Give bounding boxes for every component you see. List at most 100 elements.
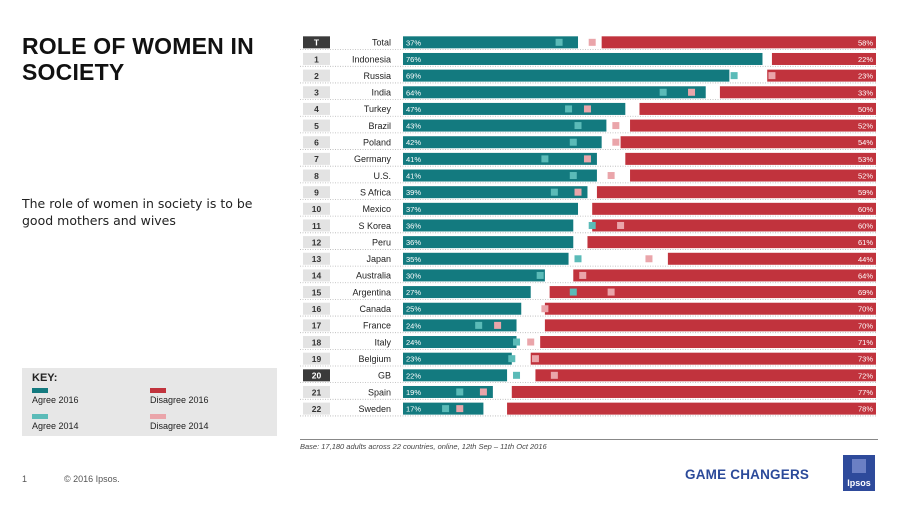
agree-2016-bar xyxy=(403,202,579,215)
agree-2016-value: 36% xyxy=(406,221,421,230)
country-label: Argentina xyxy=(352,287,391,297)
agree-2016-swatch xyxy=(32,388,48,393)
agree-2016-bar xyxy=(403,319,517,332)
agree-2014-marker xyxy=(574,122,582,130)
agree-2016-value: 24% xyxy=(406,338,421,347)
rank-box xyxy=(303,102,330,115)
logo-text: Ipsos xyxy=(847,478,871,488)
disagree-2014-marker xyxy=(456,405,464,413)
rank-box xyxy=(303,336,330,349)
agree-2016-bar xyxy=(403,52,763,65)
agree-2016-bar xyxy=(403,69,730,82)
disagree-2016-bar xyxy=(544,319,876,332)
rank-label: 5 xyxy=(314,121,319,131)
disagree-2014-marker xyxy=(617,221,625,229)
rank-label: 6 xyxy=(314,138,319,148)
key-agree-2014: Agree 2014 xyxy=(32,414,79,431)
agree-2016-value: 19% xyxy=(406,388,421,397)
bar-chart: T Total 37% 58% 1 Indonesia 76% 22% 2 Russia 69% 23… xyxy=(300,36,876,417)
rank-box xyxy=(303,152,330,165)
rank-box xyxy=(303,36,330,49)
agree-2016-bar xyxy=(403,169,597,182)
agree-2014-marker xyxy=(565,105,573,113)
disagree-2016-swatch xyxy=(150,388,166,393)
disagree-2016-bar xyxy=(592,202,876,215)
disagree-2016-bar xyxy=(511,385,876,398)
disagree-2016-value: 61% xyxy=(858,238,873,247)
game-changers-tagline: GAME CHANGERS xyxy=(685,467,810,482)
survey-question: The role of women in society is to be go… xyxy=(22,196,253,228)
rank-box xyxy=(303,319,330,332)
disagree-2014-marker xyxy=(607,288,615,296)
disagree-2016-value: 54% xyxy=(858,138,873,147)
disagree-2016-value: 69% xyxy=(858,288,873,297)
disagree-2016-value: 60% xyxy=(858,221,873,230)
disagree-2014-marker xyxy=(479,388,487,396)
country-label: S Korea xyxy=(358,221,391,231)
country-label: Spain xyxy=(368,387,391,397)
rank-box xyxy=(303,286,330,299)
disagree-2016-bar xyxy=(596,186,876,199)
country-label: France xyxy=(363,321,391,331)
disagree-2016-value: 77% xyxy=(858,388,873,397)
agree-2014-marker xyxy=(574,255,582,263)
agree-2016-value: 24% xyxy=(406,321,421,330)
disagree-2016-value: 53% xyxy=(858,155,873,164)
disagree-2016-value: 70% xyxy=(858,305,873,314)
agree-2016-value: 69% xyxy=(406,72,421,81)
key-agree-2014-label: Agree 2014 xyxy=(32,421,79,431)
agree-2016-value: 25% xyxy=(406,305,421,314)
rank-label: 17 xyxy=(312,321,322,331)
country-label: U.S. xyxy=(373,171,391,181)
agree-2016-value: 47% xyxy=(406,105,421,114)
rank-label: 20 xyxy=(312,371,322,381)
disagree-2014-marker xyxy=(768,72,776,80)
agree-2016-value: 23% xyxy=(406,355,421,364)
disagree-2014-marker xyxy=(574,188,582,196)
country-label: Peru xyxy=(372,237,391,247)
country-label: Sweden xyxy=(358,404,391,414)
key-disagree-2014: Disagree 2014 xyxy=(150,414,209,431)
agree-2014-marker xyxy=(550,188,558,196)
disagree-2016-value: 33% xyxy=(858,88,873,97)
agree-2016-bar xyxy=(403,136,602,149)
rank-box xyxy=(303,252,330,265)
disagree-2016-bar xyxy=(620,136,876,149)
rank-label: 13 xyxy=(312,254,322,264)
rank-label: 4 xyxy=(314,104,319,114)
ipsos-logo: Ipsos xyxy=(843,455,875,491)
rank-label: 11 xyxy=(312,221,321,231)
agree-2016-value: 27% xyxy=(406,288,421,297)
agree-2014-marker xyxy=(588,221,596,229)
rank-label: 21 xyxy=(312,387,322,397)
agree-2014-marker xyxy=(569,288,577,296)
agree-2014-marker xyxy=(513,338,521,346)
key-disagree-2016-label: Disagree 2016 xyxy=(150,395,209,405)
agree-2016-value: 43% xyxy=(406,122,421,131)
rank-label: 14 xyxy=(312,271,322,281)
disagree-2014-marker xyxy=(612,122,620,130)
base-divider xyxy=(300,439,878,440)
agree-2016-value: 42% xyxy=(406,138,421,147)
agree-2016-value: 36% xyxy=(406,238,421,247)
rank-label: 16 xyxy=(312,304,322,314)
agree-2016-bar xyxy=(403,385,493,398)
disagree-2016-value: 44% xyxy=(858,255,873,264)
disagree-2014-marker xyxy=(527,338,535,346)
agree-2016-bar xyxy=(403,86,706,99)
key-title: KEY: xyxy=(32,372,58,384)
agree-2014-marker xyxy=(508,355,516,363)
country-label: Turkey xyxy=(364,104,392,114)
disagree-2016-bar xyxy=(507,402,876,415)
disagree-2014-marker xyxy=(494,321,502,329)
disagree-2016-value: 22% xyxy=(858,55,873,64)
disagree-2016-bar xyxy=(530,352,876,365)
agree-2016-bar xyxy=(403,119,607,132)
disagree-2016-bar xyxy=(535,369,876,382)
rank-box xyxy=(303,202,330,215)
agree-2016-bar xyxy=(403,302,522,315)
rank-box xyxy=(303,219,330,232)
country-label: India xyxy=(371,88,391,98)
agree-2014-marker xyxy=(555,38,563,46)
rank-box xyxy=(303,186,330,199)
